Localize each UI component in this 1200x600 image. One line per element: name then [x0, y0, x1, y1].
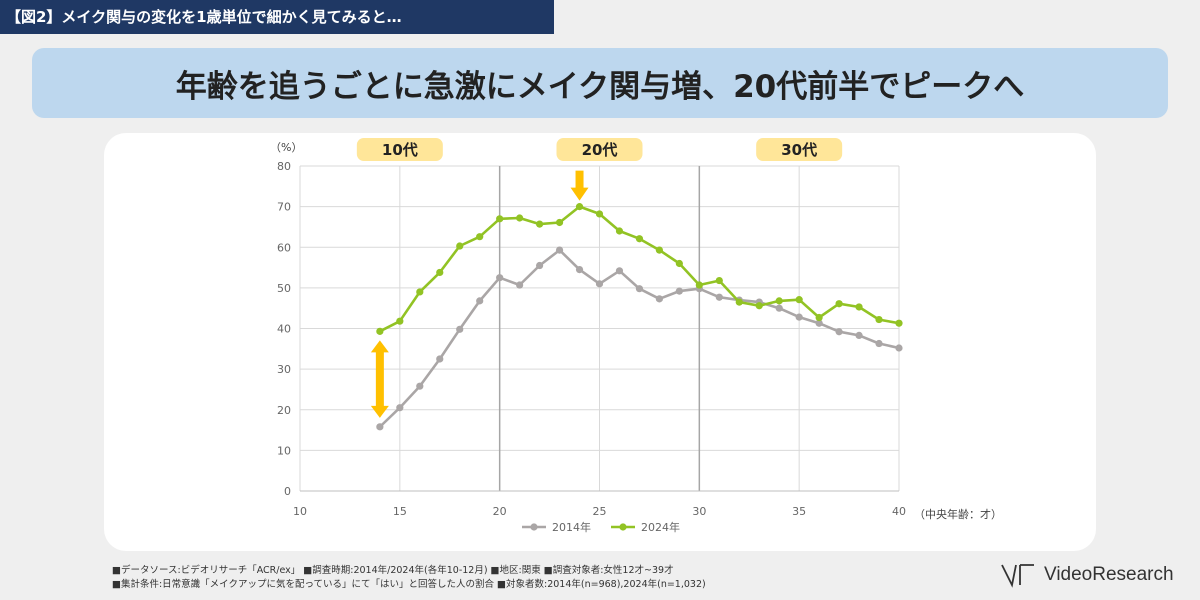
- increase-arrow-head-down: [370, 405, 389, 418]
- legend-label: 2014年: [552, 520, 591, 534]
- data-point-0: [575, 265, 584, 274]
- data-point-1: [376, 327, 384, 335]
- headline-text: 年齢を追うごとに急激にメイク関与増、20代前半でピークへ: [175, 68, 1025, 105]
- logo-text: VideoResearch: [1044, 564, 1174, 585]
- data-point-1: [655, 246, 664, 254]
- increase-arrow-shaft: [375, 351, 384, 407]
- data-point-1: [516, 214, 524, 222]
- data-point-0: [436, 355, 444, 363]
- age-group-label: 30代: [781, 141, 817, 159]
- data-point-0: [536, 261, 544, 270]
- logo-mark-icon: [1001, 564, 1034, 588]
- data-point-0: [815, 319, 823, 327]
- x-axis-label: （中央年齢：才）: [914, 507, 1002, 521]
- data-point-0: [516, 281, 524, 289]
- peak-arrow-head: [570, 187, 589, 201]
- x-tick-label: 15: [393, 505, 407, 518]
- age-group-label: 20代: [582, 141, 618, 159]
- age-group-badge: [556, 138, 643, 161]
- data-point-0: [496, 274, 504, 282]
- data-point-1: [775, 297, 783, 305]
- y-tick-label: 10: [277, 444, 291, 457]
- data-point-1: [695, 281, 703, 289]
- data-point-1: [436, 268, 444, 277]
- peak-arrow-shaft: [575, 170, 584, 189]
- data-point-0: [456, 325, 464, 333]
- footnote-source: ■データソース:ビデオリサーチ「ACR/ex」 ■調査時期:2014年/2024…: [112, 565, 674, 576]
- legend-label: 2024年: [641, 520, 680, 534]
- figure-tag: 【図2】メイク関与の変化を1歳単位で細かく見てみると…: [0, 0, 554, 34]
- data-point-0: [655, 295, 664, 303]
- data-point-1: [875, 315, 883, 324]
- data-point-1: [536, 220, 544, 228]
- data-point-1: [635, 235, 644, 243]
- data-point-1: [595, 210, 604, 218]
- data-point-0: [376, 423, 384, 431]
- data-point-1: [755, 302, 763, 310]
- increase-arrow-head-up: [370, 340, 389, 353]
- data-point-1: [416, 288, 424, 296]
- data-point-0: [396, 404, 404, 412]
- company-logo: VideoResearch: [1000, 562, 1174, 588]
- y-tick-label: 50: [277, 282, 291, 295]
- legend-marker-0: [530, 523, 538, 531]
- data-point-1: [456, 242, 464, 250]
- data-point-0: [416, 382, 424, 390]
- data-point-0: [795, 313, 803, 321]
- y-tick-label: 0: [284, 485, 291, 498]
- legend-marker-1: [619, 523, 627, 531]
- age-group-badge: [356, 138, 443, 161]
- data-point-0: [615, 267, 624, 275]
- x-tick-label: 35: [792, 505, 806, 518]
- data-point-1: [815, 313, 823, 322]
- data-point-0: [895, 344, 903, 352]
- data-point-1: [855, 303, 863, 311]
- data-point-0: [715, 293, 723, 301]
- y-tick-label: 60: [277, 241, 291, 254]
- footnote-conditions: ■集計条件:日常意識「メイクアップに気を配っている」にて「はい」と回答した人の割…: [112, 579, 706, 590]
- data-point-1: [795, 296, 803, 304]
- data-point-1: [715, 276, 723, 285]
- data-point-1: [396, 317, 404, 325]
- x-tick-label: 40: [892, 505, 906, 518]
- y-tick-label: 40: [277, 323, 291, 336]
- headline-banner: 年齢を追うごとに急激にメイク関与増、20代前半でピークへ: [32, 48, 1168, 118]
- y-tick-label: 70: [277, 201, 291, 214]
- data-point-1: [476, 233, 484, 241]
- data-point-0: [855, 331, 863, 340]
- x-tick-label: 10: [293, 505, 307, 518]
- data-point-1: [615, 227, 624, 235]
- data-point-0: [635, 285, 644, 293]
- data-point-1: [575, 203, 584, 211]
- series-line-1: [379, 205, 900, 333]
- data-point-0: [875, 339, 883, 348]
- series-line-0: [378, 248, 900, 428]
- data-point-0: [595, 280, 604, 288]
- data-point-1: [496, 215, 504, 223]
- y-tick-label: 80: [277, 160, 291, 173]
- x-tick-label: 30: [692, 505, 706, 518]
- data-point-0: [835, 328, 843, 336]
- age-group-label: 10代: [382, 141, 418, 159]
- data-point-1: [555, 218, 564, 227]
- data-point-1: [675, 259, 683, 268]
- y-axis-label: （%）: [270, 141, 302, 154]
- y-tick-label: 20: [277, 404, 291, 417]
- chart-panel: 0 10 20 30 40 50 60 70 80 10 15 20 25 30 35 40 （%） （中央年齢：…: [104, 133, 1096, 551]
- y-tick-label: 30: [277, 363, 291, 376]
- data-point-0: [675, 287, 683, 295]
- data-point-1: [735, 298, 743, 306]
- age-group-badge: [756, 138, 843, 161]
- data-point-0: [555, 246, 564, 254]
- data-point-0: [775, 304, 783, 312]
- data-point-1: [835, 300, 843, 308]
- data-point-1: [895, 319, 903, 327]
- data-point-0: [476, 297, 484, 305]
- x-tick-label: 20: [493, 505, 507, 518]
- x-tick-label: 25: [593, 505, 607, 518]
